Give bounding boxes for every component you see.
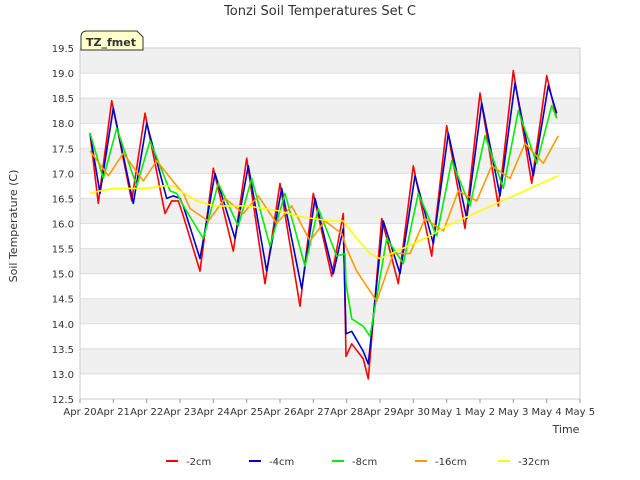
y-tick-label: 19.0 <box>52 69 74 80</box>
legend: -2cm -4cm -8cm -16cm -32cm <box>166 457 550 468</box>
y-tick-label: 18.5 <box>52 94 74 105</box>
y-tick-label: 16.5 <box>52 194 74 205</box>
legend-label: -32cm <box>518 457 550 468</box>
y-tick-label: 19.5 <box>52 44 74 55</box>
y-tick-label: 17.0 <box>52 169 74 180</box>
plot-band <box>80 223 580 249</box>
legend-label: -16cm <box>435 457 467 468</box>
x-tick-label: Apr 21 <box>97 407 130 418</box>
x-tick-label: Apr 30 <box>397 407 430 418</box>
series-line-32cm <box>89 175 559 260</box>
y-tick-label: 16.0 <box>52 220 74 231</box>
plot-band <box>80 298 580 324</box>
plot-band <box>80 348 580 374</box>
x-tick-label: Apr 24 <box>197 407 230 418</box>
x-tick-label: May 2 <box>465 407 495 418</box>
y-tick-label: 13.0 <box>52 370 74 381</box>
x-tick-label: Apr 28 <box>330 407 363 418</box>
x-tick-label: Apr 26 <box>263 407 296 418</box>
x-tick-label: May 5 <box>565 407 595 418</box>
site-badge: TZ_fmet <box>80 30 144 51</box>
y-tick-label: 18.0 <box>52 119 74 130</box>
plot-band <box>80 123 580 149</box>
series-lines <box>89 69 560 380</box>
x-tick-label: Apr 20 <box>63 407 96 418</box>
x-tick-label: Apr 23 <box>163 407 196 418</box>
y-tick-label: 13.5 <box>52 345 74 356</box>
y-axis-label: Soil Temperature (C) <box>7 170 20 283</box>
plot-band <box>80 273 580 299</box>
plot-band <box>80 323 580 349</box>
series-line-8cm <box>89 104 558 338</box>
plot-frame <box>79 47 581 400</box>
series-line-2cm <box>89 69 558 380</box>
series-line-4cm <box>89 82 558 365</box>
legend-label: -2cm <box>186 457 211 468</box>
site-badge-box <box>80 30 144 51</box>
x-tick-label: Apr 25 <box>230 407 263 418</box>
legend-label: -4cm <box>269 457 294 468</box>
x-axis-label: Time <box>552 423 580 436</box>
legend-label: -8cm <box>352 457 377 468</box>
plot-band <box>80 48 580 74</box>
plot-band <box>80 373 580 399</box>
y-axis: 12.5 13.0 13.5 14.0 14.5 15.0 15.5 16.0 16.5 17.0… <box>52 44 74 406</box>
plot-band <box>80 98 580 124</box>
x-tick-label: Apr 29 <box>363 407 396 418</box>
chart-title: Tonzi Soil Temperatures Set C <box>223 4 416 19</box>
y-tick-label: 15.0 <box>52 270 74 281</box>
y-tick-label: 15.5 <box>52 245 74 256</box>
plot-band <box>80 198 580 224</box>
plot-band <box>80 73 580 99</box>
x-tick-label: May 1 <box>432 407 462 418</box>
x-tick-label: May 4 <box>532 407 562 418</box>
x-axis: Apr 20 Apr 21 Apr 22 Apr 23 Apr 24 Apr 25 Apr … <box>63 399 595 418</box>
y-tick-label: 12.5 <box>52 395 74 406</box>
x-tick-label: Apr 22 <box>130 407 163 418</box>
y-tick-label: 14.5 <box>52 295 74 306</box>
y-tick-label: 17.5 <box>52 144 74 155</box>
y-tick-label: 14.0 <box>52 320 74 331</box>
x-tick-label: May 3 <box>498 407 528 418</box>
x-tick-label: Apr 27 <box>297 407 330 418</box>
site-badge-label: TZ_fmet <box>86 36 136 49</box>
